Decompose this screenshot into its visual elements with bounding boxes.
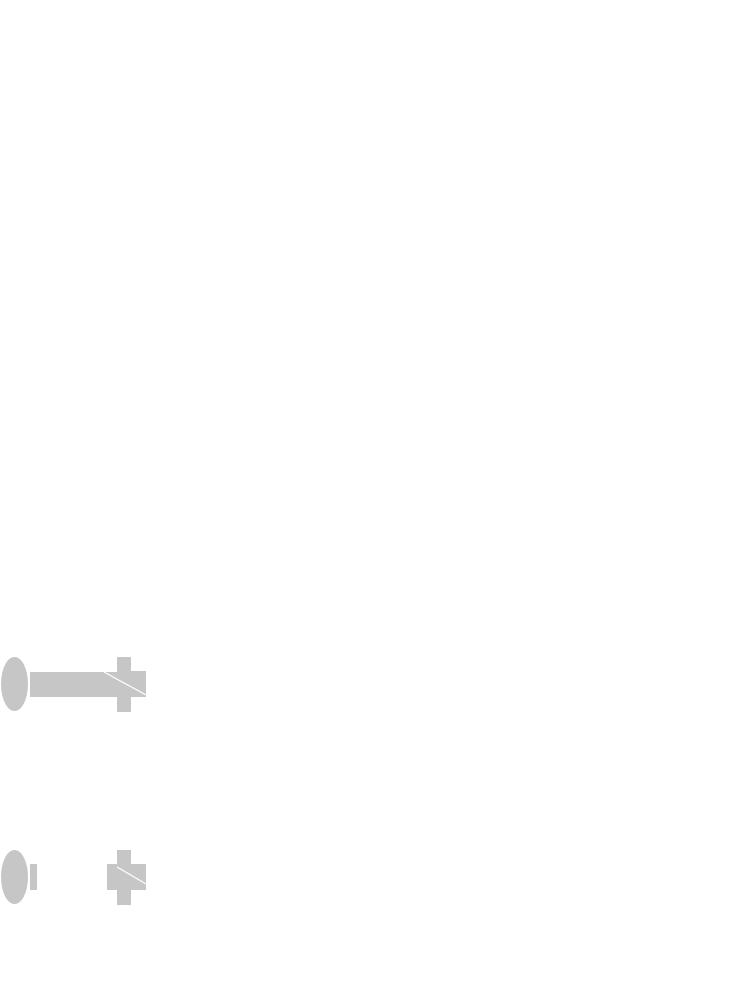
washer-icon — [117, 850, 131, 905]
head-icon — [1, 850, 28, 904]
cut-line-icon — [103, 671, 147, 696]
bolt-exploded — [1, 850, 147, 905]
cut-line-icon — [116, 866, 147, 885]
washer-icon — [117, 657, 131, 712]
bolt-assembled — [1, 657, 147, 712]
nut-icon — [131, 671, 146, 697]
collar-icon — [107, 864, 117, 890]
head-icon — [1, 657, 28, 711]
nut-icon — [131, 864, 146, 890]
shank-icon — [30, 672, 118, 697]
shank-stub-icon — [30, 864, 37, 890]
